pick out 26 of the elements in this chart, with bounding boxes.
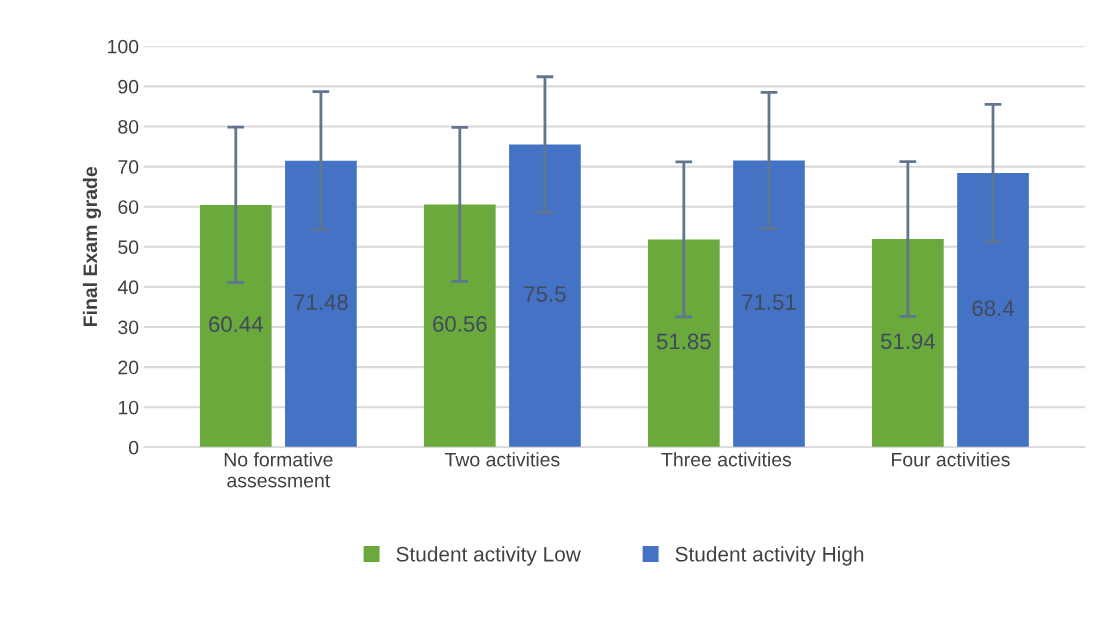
y-tick-label: 50 [118,240,139,255]
legend-label: Student activity Low [396,546,581,566]
y-tick-label: 100 [108,39,139,54]
y-tick-label: 20 [118,360,139,375]
y-tick-label: 60 [118,200,139,214]
y-axis-title: Final Exam grade [82,166,102,326]
data-label: 60.56 [433,316,487,332]
y-tick-label: 80 [118,119,139,134]
x-tick-label: Four activities [892,452,1010,467]
y-tick-label: 70 [118,160,139,174]
y-tick-label: 0 [129,440,139,455]
legend-label: Student activity High [675,546,864,566]
y-tick-label: 40 [117,280,139,295]
data-label: 75.5 [524,286,566,302]
x-tick-label: Two activities [444,452,560,467]
y-tick-label: 90 [118,79,139,94]
y-tick-label: 10 [118,400,139,415]
data-label: 68.4 [972,300,1014,317]
y-tick-label: 30 [118,320,139,335]
data-label: 71.51 [742,294,796,310]
x-tick-label: No formative assessment [224,452,333,488]
data-label: 60.44 [209,316,263,333]
data-label: 71.48 [294,294,348,310]
data-label: 51.94 [880,333,936,350]
x-tick-label: Three activities [661,452,792,467]
data-label: 51.85 [656,333,711,350]
